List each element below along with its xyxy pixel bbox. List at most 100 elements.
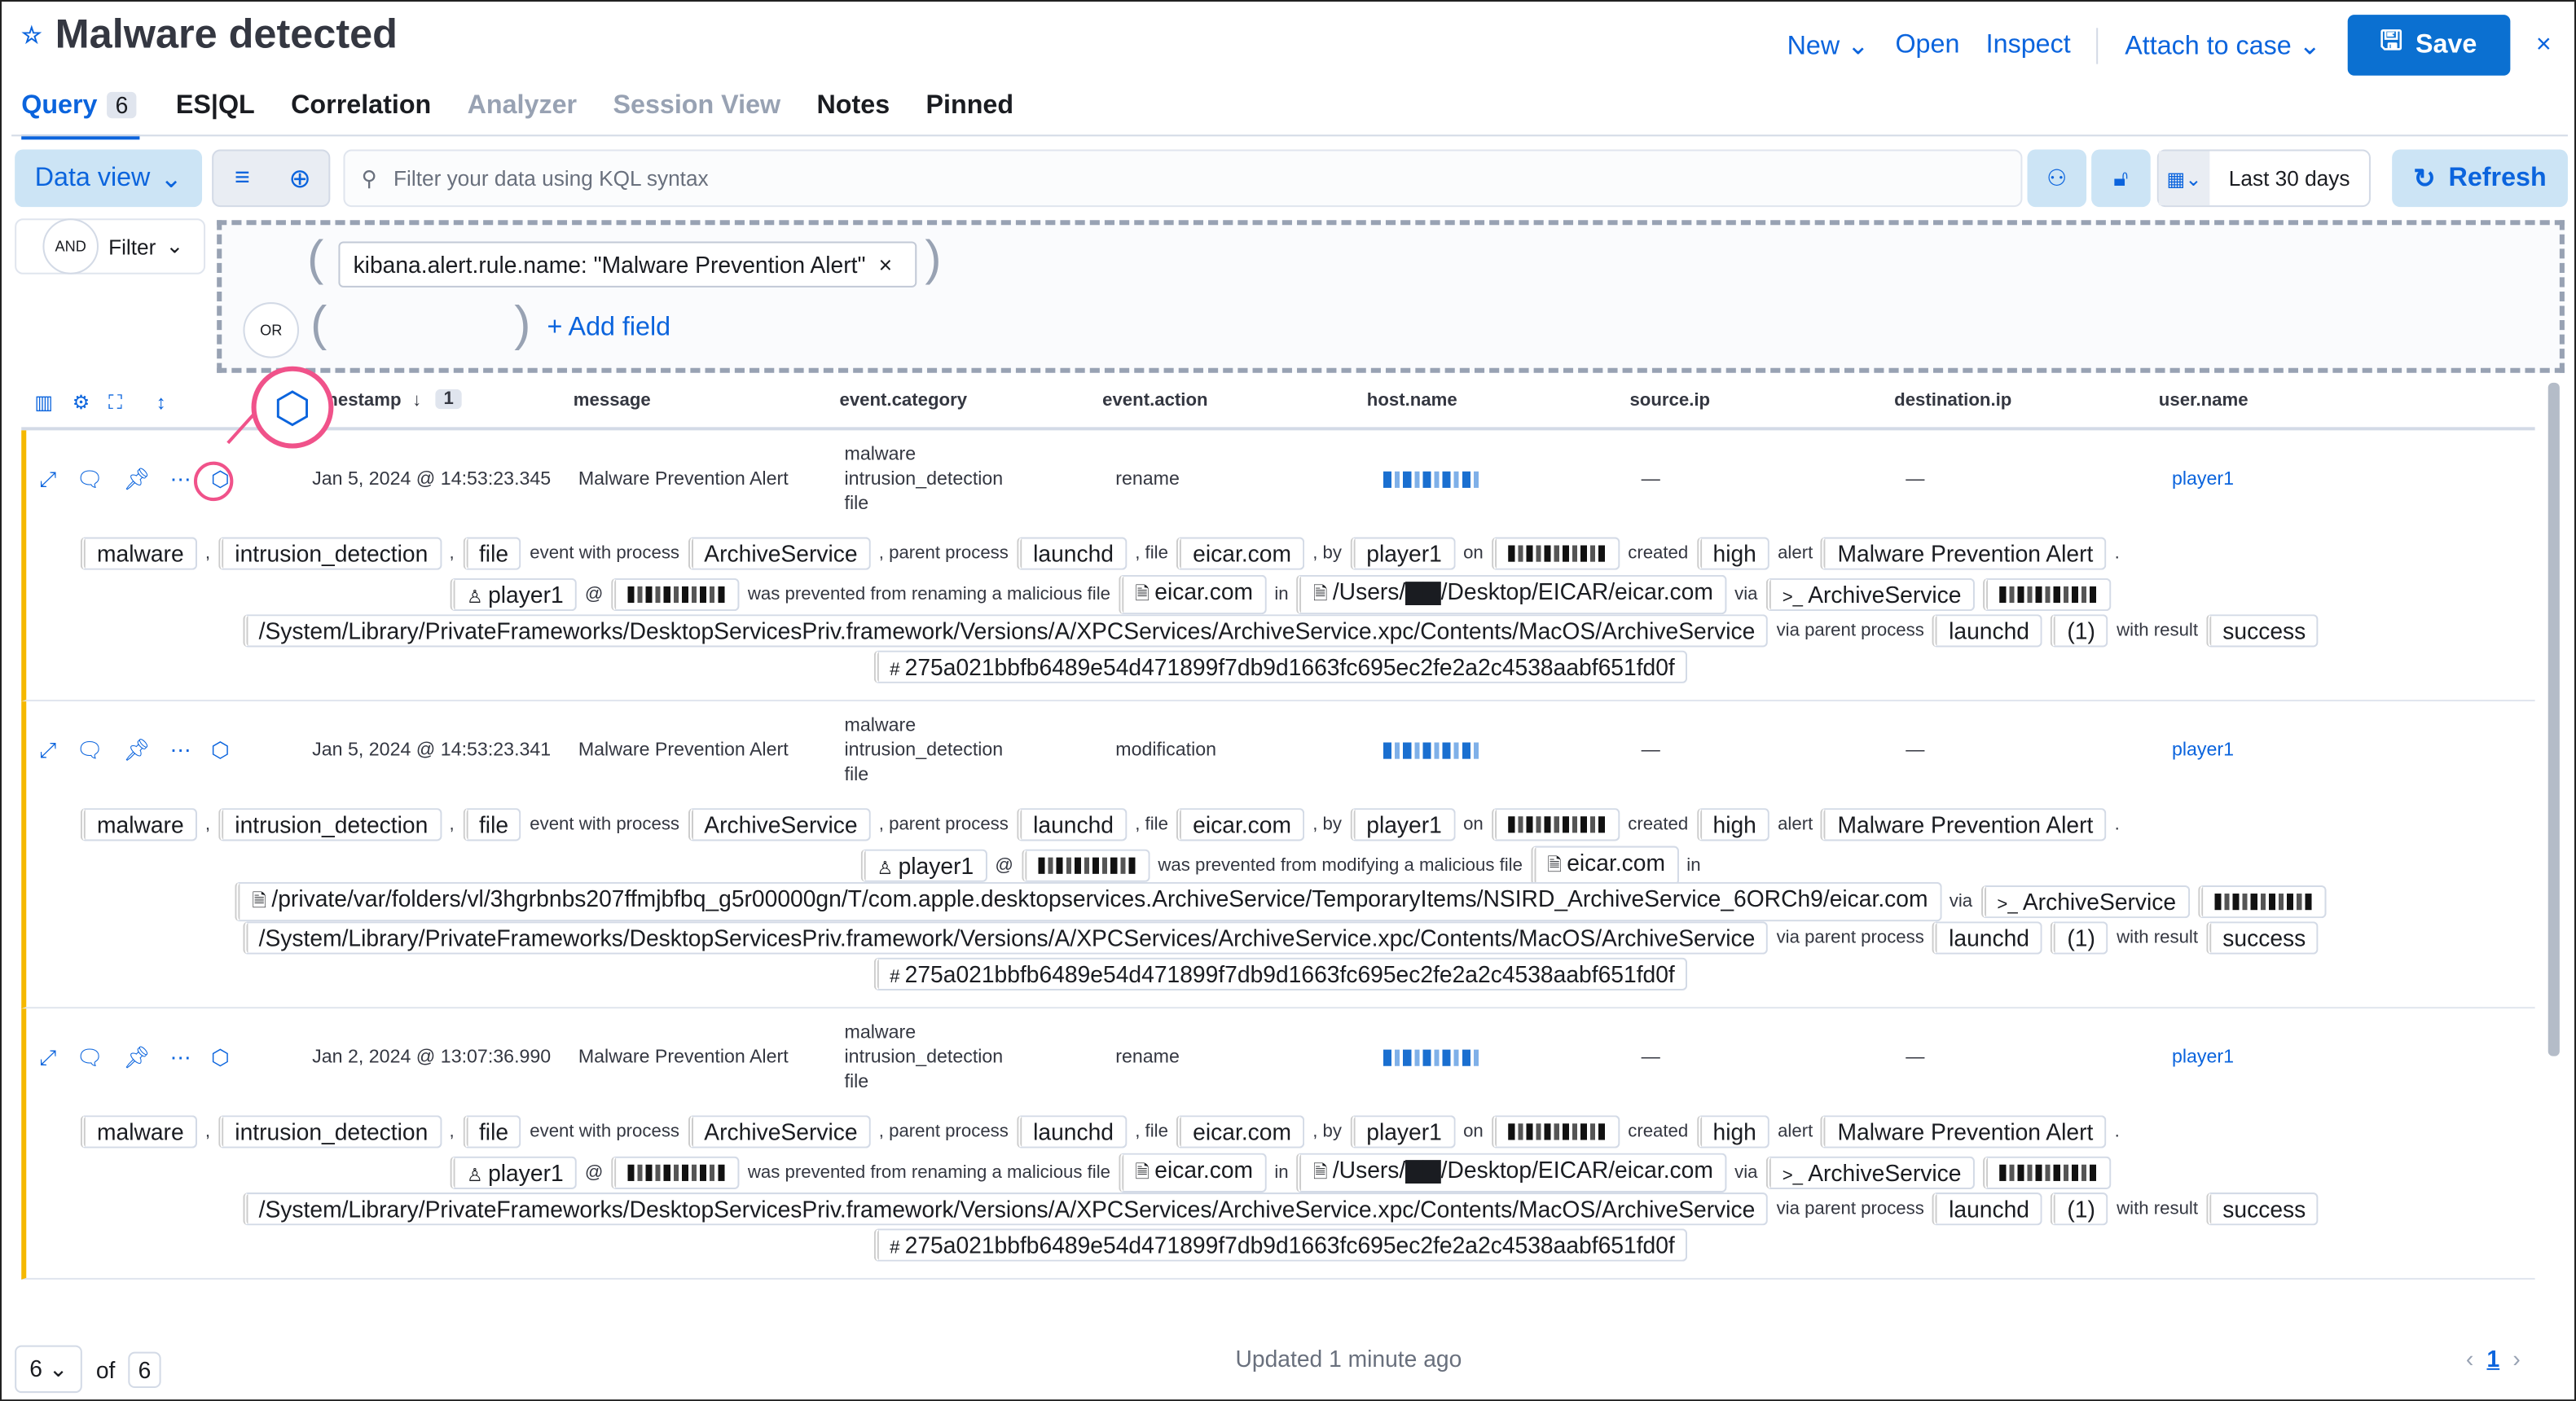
summary-badge[interactable]: 🗎 /Users/▇▇/Desktop/EICAR/eicar.com (1296, 1153, 1727, 1193)
add-field-button[interactable]: + Add field (547, 314, 671, 342)
column-header-destination-ip[interactable]: destination.ip (1894, 390, 2012, 411)
summary-badge[interactable]: player1 (1350, 1115, 1455, 1148)
session-view-icon[interactable]: ⬡ (211, 737, 230, 762)
comment-icon[interactable]: 🗨︎ (76, 737, 103, 762)
filter-group[interactable]: AND Filter ⌄ (15, 218, 206, 274)
page-size-select[interactable]: 6 ⌄ (15, 1345, 83, 1394)
summary-badge[interactable]: launchd (1932, 1192, 2043, 1226)
expand-icon[interactable]: ⤢ (39, 1044, 57, 1069)
summary-badge[interactable]: ArchiveService (688, 1115, 871, 1148)
pin-icon[interactable]: 📌︎ (123, 466, 151, 491)
summary-badge[interactable]: Malware Prevention Alert (1821, 808, 2107, 841)
summary-badge[interactable]: launchd (1016, 537, 1128, 570)
summary-badge[interactable]: eicar.com (1176, 808, 1305, 841)
close-icon[interactable]: × (2535, 30, 2552, 59)
vertical-scrollbar[interactable] (2547, 382, 2560, 1056)
column-header-nestamp[interactable]: nestamp (327, 390, 402, 411)
summary-badge[interactable]: (1) (2051, 614, 2109, 648)
summary-badge[interactable]: file (462, 537, 522, 570)
calendar-icon[interactable]: ▦⌄ (2158, 151, 2210, 206)
summary-badge[interactable]: >_ ArchiveService (1765, 578, 1975, 612)
summary-badge[interactable]: success (2206, 614, 2319, 648)
column-header-message[interactable]: message (573, 390, 651, 411)
expand-icon[interactable]: ⤢ (39, 466, 57, 491)
filter-menu-icon[interactable]: ≡ (235, 163, 250, 191)
tab-pinned[interactable]: Pinned (926, 87, 1014, 140)
pin-icon[interactable]: 📌︎ (123, 1044, 151, 1069)
summary-badge[interactable]: >_ ArchiveService (1765, 1156, 1975, 1190)
summary-badge[interactable]: launchd (1932, 614, 2043, 648)
summary-badge[interactable]: intrusion_detection (218, 1115, 442, 1148)
more-icon[interactable]: ⋯ (169, 1044, 191, 1069)
fullscreen-icon[interactable]: ⛶ (108, 390, 123, 415)
column-header-user-name[interactable]: user.name (2158, 390, 2249, 411)
add-filter-icon[interactable]: ⊕ (288, 165, 311, 193)
summary-badge[interactable]: player1 (1350, 537, 1455, 570)
summary-badge[interactable]: 🗎 eicar.com (1119, 1153, 1267, 1193)
open-link[interactable]: Open (1895, 30, 1960, 59)
summary-badge[interactable]: Malware Prevention Alert (1821, 537, 2107, 570)
summary-badge[interactable]: launchd (1932, 921, 2043, 955)
summary-badge[interactable]: intrusion_detection (218, 808, 442, 841)
sort-desc-icon[interactable]: ↓ (412, 390, 422, 411)
tab-analyzer[interactable]: Analyzer (468, 87, 578, 140)
summary-badge[interactable]: # 275a021bbfb6489e54d471899f7db9d1663fc6… (873, 650, 1688, 683)
summary-badge[interactable]: /System/Library/PrivateFrameworks/Deskto… (242, 921, 1769, 955)
summary-badge[interactable]: success (2206, 1192, 2319, 1226)
attach-to-case-menu[interactable]: Attach to case ⌄ (2125, 32, 2321, 60)
gear-icon[interactable]: ⚙ (72, 390, 90, 415)
filter-pill[interactable]: kibana.alert.rule.name: "Malware Prevent… (338, 241, 917, 288)
unlock-icon[interactable]: 🔓︎ (2091, 149, 2151, 208)
query-tree-icon[interactable]: ⚇ (2027, 149, 2087, 208)
summary-badge[interactable]: malware (80, 1115, 197, 1148)
star-icon[interactable]: ☆ (21, 21, 42, 48)
summary-badge[interactable]: 🗎 /private/var/folders/vl/3hgrbnbs207ffm… (235, 881, 1941, 922)
summary-badge[interactable]: (1) (2051, 921, 2109, 955)
column-header-source-ip[interactable]: source.ip (1629, 390, 1711, 411)
summary-badge[interactable]: eicar.com (1176, 537, 1305, 570)
summary-badge[interactable]: >_ ArchiveService (1980, 885, 2190, 919)
summary-badge[interactable]: launchd (1016, 1115, 1128, 1148)
summary-badge[interactable]: high (1696, 537, 1770, 570)
summary-badge[interactable]: ArchiveService (688, 808, 871, 841)
summary-badge[interactable]: /System/Library/PrivateFrameworks/Deskto… (242, 614, 1769, 648)
tab-session-view[interactable]: Session View (613, 87, 780, 140)
tab-es-ql[interactable]: ES|QL (176, 87, 255, 140)
pin-icon[interactable]: 📌︎ (123, 737, 151, 762)
summary-badge[interactable]: ♙ player1 (450, 1156, 577, 1190)
prev-page-icon[interactable]: ‹ (2465, 1345, 2474, 1372)
session-view-icon[interactable]: ⬡ (211, 1044, 230, 1069)
row-height-icon[interactable]: ↕ (156, 390, 166, 415)
column-header-event-category[interactable]: event.category (839, 390, 968, 411)
summary-badge[interactable]: 🗎 eicar.com (1531, 845, 1679, 885)
tab-query[interactable]: Query 6 (21, 87, 140, 140)
summary-badge[interactable]: (1) (2051, 1192, 2109, 1226)
save-button[interactable]: 🖫 Save (2346, 15, 2510, 76)
user-cell[interactable]: player1 (2171, 469, 2235, 490)
kql-search-input[interactable]: ⚲ Filter your data using KQL syntax (343, 149, 2023, 208)
summary-badge[interactable]: launchd (1016, 808, 1128, 841)
summary-badge[interactable]: intrusion_detection (218, 537, 442, 570)
more-icon[interactable]: ⋯ (169, 466, 191, 491)
summary-badge[interactable]: 🗎 eicar.com (1119, 574, 1267, 615)
tab-notes[interactable]: Notes (817, 87, 890, 140)
summary-badge[interactable]: eicar.com (1176, 1115, 1305, 1148)
summary-badge[interactable]: # 275a021bbfb6489e54d471899f7db9d1663fc6… (873, 957, 1688, 991)
summary-badge[interactable]: player1 (1350, 808, 1455, 841)
summary-badge[interactable]: high (1696, 808, 1770, 841)
summary-badge[interactable]: ArchiveService (688, 537, 871, 570)
page-1-link[interactable]: 1 (2486, 1345, 2500, 1372)
tab-correlation[interactable]: Correlation (291, 87, 431, 140)
summary-badge[interactable]: # 275a021bbfb6489e54d471899f7db9d1663fc6… (873, 1228, 1688, 1262)
summary-badge[interactable]: malware (80, 537, 197, 570)
summary-badge[interactable]: 🗎 /Users/▇▇/Desktop/EICAR/eicar.com (1296, 574, 1727, 615)
remove-pill-icon[interactable]: × (878, 251, 893, 278)
summary-badge[interactable]: ♙ player1 (450, 578, 577, 612)
inspect-link[interactable]: Inspect (1985, 30, 2071, 59)
summary-badge[interactable]: ♙ player1 (860, 849, 987, 882)
date-range[interactable]: Last 30 days (2228, 165, 2350, 191)
summary-badge[interactable]: file (462, 808, 522, 841)
comment-icon[interactable]: 🗨︎ (76, 466, 103, 491)
summary-badge[interactable]: high (1696, 1115, 1770, 1148)
summary-badge[interactable]: success (2206, 921, 2319, 955)
